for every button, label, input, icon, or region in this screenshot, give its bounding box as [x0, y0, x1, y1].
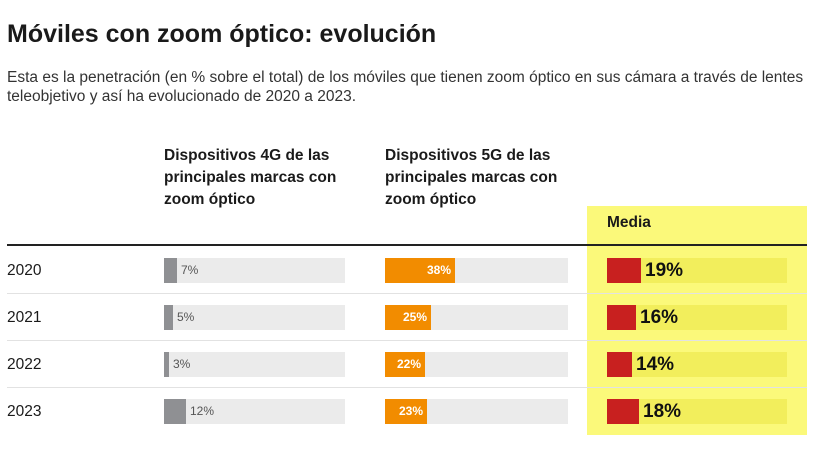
data-label-5g: 38% — [426, 263, 451, 277]
column-header-4g: Dispositivos 4G de las principales marca… — [164, 147, 337, 208]
bar-track-media: 16% — [607, 305, 787, 330]
bar-5g — [385, 305, 431, 330]
data-label-4g: 3% — [173, 357, 191, 371]
year-label: 2020 — [7, 262, 42, 279]
chart-title: Móviles con zoom óptico: evolución — [7, 20, 437, 48]
bar-track-4g: 3% — [164, 352, 345, 377]
row-separator — [7, 387, 807, 388]
column-header-5g: Dispositivos 5G de las principales marca… — [385, 147, 558, 208]
bar-track-media: 14% — [607, 352, 787, 377]
bar-4g — [164, 399, 186, 424]
row-separator — [7, 293, 807, 294]
bar-track-media: 19% — [607, 258, 787, 283]
bar-track-5g: 38% — [385, 258, 568, 283]
bar-track-4g: 12% — [164, 399, 345, 424]
bar-media — [607, 352, 632, 377]
header-rule — [7, 244, 807, 246]
bar-track-4g: 7% — [164, 258, 345, 283]
data-label-media: 19% — [645, 260, 684, 281]
year-label: 2022 — [7, 356, 42, 373]
bar-track-media: 18% — [607, 399, 787, 424]
year-label: 2021 — [7, 309, 42, 326]
bar-track-5g: 23% — [385, 399, 568, 424]
data-label-4g: 12% — [190, 404, 215, 418]
bar-5g — [385, 352, 425, 377]
bar-track-5g: 22% — [385, 352, 568, 377]
bar-track-4g: 5% — [164, 305, 345, 330]
media-column-highlight-head — [587, 206, 807, 246]
row-separator — [7, 340, 807, 341]
bar-4g — [164, 305, 173, 330]
data-label-4g: 7% — [181, 263, 199, 277]
bar-4g — [164, 258, 177, 283]
chart-subtitle: Esta es la penetración (en % sobre el to… — [7, 69, 804, 105]
bar-media — [607, 305, 636, 330]
bar-track-5g: 25% — [385, 305, 568, 330]
data-label-4g: 5% — [177, 310, 195, 324]
data-label-media: 14% — [636, 354, 675, 375]
column-header-media: Media — [607, 214, 651, 231]
data-label-5g: 25% — [402, 310, 427, 324]
year-label: 2023 — [7, 403, 42, 420]
bar-media — [607, 258, 641, 283]
bar-4g — [164, 352, 169, 377]
bar-media — [607, 399, 639, 424]
bar-5g — [385, 399, 427, 424]
data-label-media: 16% — [640, 307, 679, 328]
bar-5g — [385, 258, 455, 283]
data-label-5g: 22% — [396, 357, 421, 371]
data-label-5g: 23% — [398, 404, 423, 418]
data-label-media: 18% — [643, 401, 682, 422]
